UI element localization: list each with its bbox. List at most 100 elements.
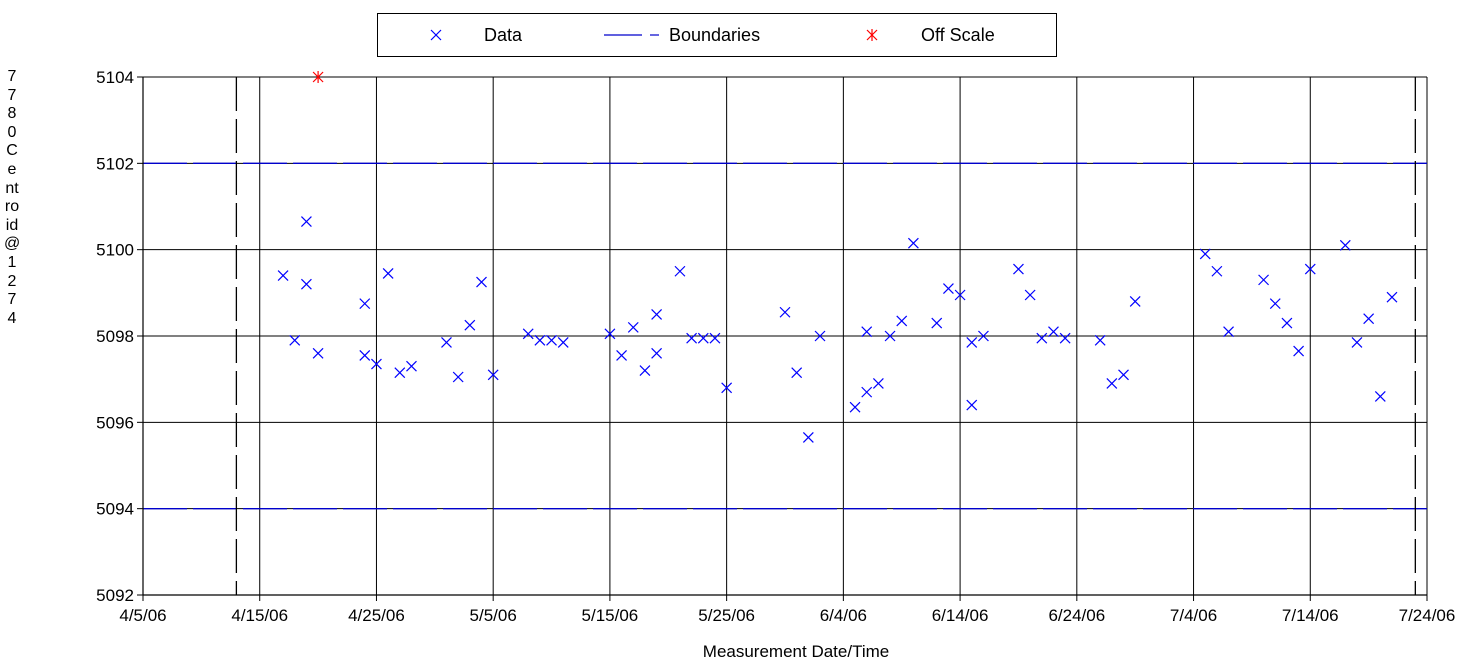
- data-point: [896, 315, 908, 327]
- data-point: [1386, 291, 1398, 303]
- data-point: [277, 270, 289, 281]
- data-point: [1269, 298, 1281, 310]
- y-tick-label: 5102: [96, 154, 134, 173]
- data-point: [371, 358, 382, 370]
- x-tick-label: 4/5/06: [119, 606, 166, 625]
- data-point: [1048, 326, 1059, 338]
- y-tick-label: 5096: [96, 413, 134, 432]
- data-points: [277, 71, 1398, 443]
- legend-data-marker: [430, 29, 442, 41]
- x-tick-label: 4/15/06: [231, 606, 288, 625]
- data-point: [639, 365, 651, 376]
- legend-off-scale-label: Off Scale: [921, 25, 995, 45]
- data-point: [907, 237, 919, 249]
- data-point: [464, 319, 476, 331]
- data-point: [1258, 274, 1270, 286]
- data-point: [931, 317, 943, 329]
- data-point: [359, 298, 371, 310]
- data-point: [1374, 391, 1386, 402]
- data-point: [1106, 378, 1118, 389]
- data-point: [686, 332, 698, 344]
- data-point: [1129, 296, 1141, 307]
- legend: Data Boundaries Off Scale: [377, 13, 1057, 57]
- data-point: [300, 216, 312, 228]
- data-point: [557, 337, 569, 348]
- boundary-lines: [143, 77, 1427, 595]
- legend-boundaries-label: Boundaries: [669, 25, 761, 45]
- data-point: [312, 347, 324, 359]
- data-point: [546, 334, 557, 346]
- data-point: [1118, 369, 1129, 381]
- x-tick-label: 6/4/06: [820, 606, 867, 625]
- data-point: [1024, 289, 1036, 301]
- data-point: [394, 367, 406, 379]
- data-point: [814, 330, 826, 342]
- x-tick-label: 7/14/06: [1282, 606, 1339, 625]
- tick-labels: 5092 5094 5096 5098 5100 5102 5104 4/5/06 4/15/0…: [96, 68, 1455, 625]
- data-point: [872, 378, 884, 389]
- data-point: [522, 328, 534, 340]
- data-point: [884, 330, 896, 342]
- x-tick-label: 7/24/06: [1399, 606, 1456, 625]
- data-point: [802, 432, 814, 443]
- data-point: [861, 326, 873, 338]
- data-point: [942, 283, 954, 294]
- off-scale-point: [312, 71, 324, 83]
- data-point: [697, 332, 709, 344]
- y-axis-label: 7780 Centroid @ 1274: [4, 68, 25, 327]
- data-point: [674, 265, 686, 277]
- data-point: [1351, 337, 1363, 348]
- x-tick-label: 5/25/06: [698, 606, 755, 625]
- data-point: [616, 350, 628, 361]
- data-point: [1013, 263, 1024, 275]
- x-axis-label: Measurement Date/Time: [702, 642, 890, 661]
- y-tick-label: 5104: [96, 68, 134, 87]
- data-point: [604, 328, 616, 340]
- y-tick-label: 5092: [96, 586, 134, 605]
- legend-off-scale-marker: [866, 29, 878, 41]
- axes: [137, 76, 1428, 601]
- data-point: [382, 267, 394, 279]
- data-point: [779, 306, 791, 318]
- x-tick-label: 7/4/06: [1170, 606, 1217, 625]
- y-tick-label: 5094: [96, 500, 134, 519]
- x-tick-label: 4/25/06: [348, 606, 405, 625]
- data-point: [1293, 345, 1305, 357]
- x-tick-label: 6/14/06: [932, 606, 989, 625]
- data-point: [1211, 265, 1223, 277]
- y-tick-label: 5098: [96, 327, 134, 346]
- data-point: [1036, 332, 1048, 344]
- data-point: [966, 399, 978, 411]
- data-point: [359, 350, 371, 361]
- data-point: [1059, 332, 1071, 344]
- data-point: [791, 367, 803, 379]
- data-point: [651, 347, 663, 359]
- data-point: [966, 337, 978, 348]
- data-point: [441, 337, 452, 348]
- legend-markers: [430, 29, 878, 41]
- data-point: [1304, 263, 1316, 275]
- data-point: [487, 369, 499, 381]
- data-point: [954, 289, 966, 301]
- data-point: [300, 278, 312, 290]
- x-tick-label: 6/24/06: [1048, 606, 1105, 625]
- data-point: [476, 276, 487, 288]
- x-tick-label: 5/15/06: [582, 606, 639, 625]
- data-point: [406, 360, 417, 372]
- data-point: [721, 382, 733, 394]
- data-point: [1339, 239, 1351, 251]
- data-point: [534, 334, 546, 346]
- data-point: [1223, 326, 1234, 338]
- data-point: [1199, 248, 1211, 260]
- x-tick-label: 5/5/06: [470, 606, 517, 625]
- data-point: [1094, 334, 1106, 346]
- data-point: [1281, 317, 1293, 329]
- data-point: [1363, 313, 1375, 325]
- data-point: [651, 308, 663, 320]
- data-point: [627, 321, 639, 333]
- data-point: [452, 371, 464, 383]
- data-point: [849, 401, 861, 413]
- data-point: [709, 332, 721, 344]
- y-tick-label: 5100: [96, 241, 134, 260]
